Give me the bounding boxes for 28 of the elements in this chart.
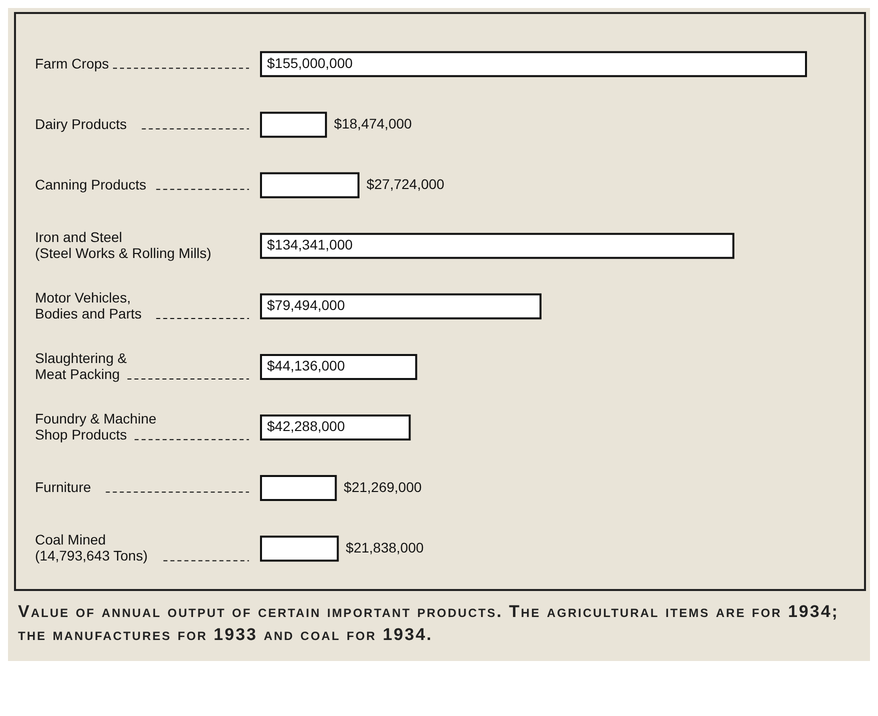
data-label: $18,474,000 [334,115,412,132]
data-label: $21,838,000 [346,539,424,556]
data-label: $27,724,000 [366,176,445,192]
data-label: $21,269,000 [344,478,422,495]
bar [260,293,542,320]
y-tick-label: Dairy Products [35,116,127,132]
bar [260,414,411,440]
data-label: $155,000,000 [267,54,353,71]
bar [260,232,734,259]
bar [260,354,418,380]
y-tick-label: Iron and Steel (Steel Works & Rolling Mills) [35,228,212,261]
bar [260,536,339,562]
bar [260,51,807,78]
y-tick-label: Slaughtering & Meat Packing [35,350,128,382]
y-tick-label: Foundry & Machine Shop Products [35,410,157,442]
y-tick-label: Canning Products [35,176,146,192]
y-tick-label: Motor Vehicles, Bodies and Parts [35,289,142,322]
y-tick-label: Coal Mined (14,793,643 Tons) [35,531,148,564]
y-tick-label: Furniture [35,478,92,495]
data-label: $44,136,000 [267,358,346,374]
data-label: $134,341,000 [267,236,353,253]
data-label: $79,494,000 [267,297,346,314]
text: Value of annual output of certain important products. The agricultural items are for 1934; the manufactures for 1933 and coal for 1934. [18,601,840,646]
bar [260,172,360,198]
data-label: $42,288,000 [267,418,346,434]
bar [260,112,327,138]
y-tick-label: Farm Crops [35,54,109,71]
bar [260,475,337,502]
